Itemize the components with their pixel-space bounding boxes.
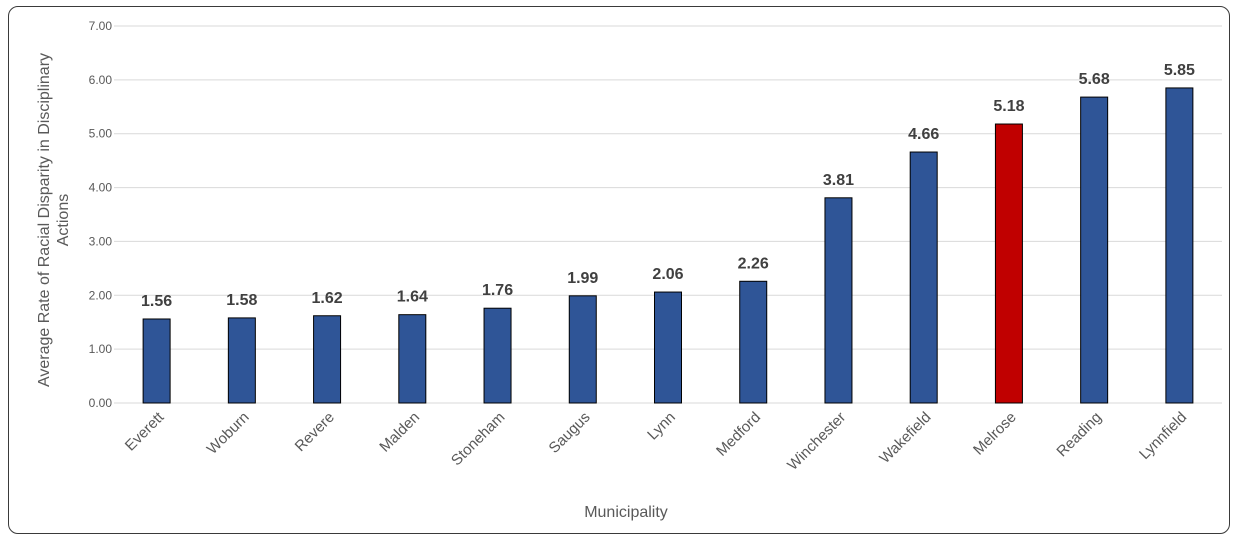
x-axis-title: Municipality xyxy=(584,504,668,521)
x-tick-label: Wakefield xyxy=(876,409,934,467)
x-tick-label: Revere xyxy=(292,409,338,455)
data-label: 1.62 xyxy=(312,290,343,307)
x-tick-label: Lynn xyxy=(644,409,679,444)
y-tick-label: 0.00 xyxy=(89,396,113,410)
gridlines xyxy=(114,25,1222,404)
y-tick-label: 1.00 xyxy=(89,342,113,356)
bar-revere xyxy=(313,315,342,404)
y-axis-title-line-2: Actions xyxy=(55,194,72,246)
y-tick-label: 2.00 xyxy=(89,288,113,302)
bar-woburn xyxy=(227,317,256,404)
bars xyxy=(142,87,1194,404)
bar-lynnfield xyxy=(1165,87,1194,404)
y-tick-label: 7.00 xyxy=(89,19,113,33)
x-tick-label: Lynnfield xyxy=(1136,409,1190,463)
y-axis-title-line-1: Average Rate of Racial Disparity in Disc… xyxy=(36,53,53,387)
y-tick-label: 3.00 xyxy=(89,234,113,248)
bar-everett xyxy=(142,318,171,404)
bar-stoneham xyxy=(483,307,512,404)
x-tick-label: Winchester xyxy=(784,409,849,474)
bar-melrose xyxy=(994,123,1023,404)
bar-wakefield xyxy=(909,151,938,404)
data-label: 4.66 xyxy=(908,126,939,143)
x-tick-label: Woburn xyxy=(204,409,253,458)
x-tick-label: Everett xyxy=(122,408,168,454)
y-tick-label: 6.00 xyxy=(89,73,113,87)
data-label: 3.81 xyxy=(823,172,854,189)
chart-frame xyxy=(8,6,1230,534)
y-tick-label: 4.00 xyxy=(89,181,113,195)
x-tick-label: Medford xyxy=(713,409,764,460)
bar-reading xyxy=(1080,96,1109,404)
data-label: 1.56 xyxy=(141,293,172,310)
data-label: 5.18 xyxy=(993,98,1024,115)
x-tick-label: Saugus xyxy=(546,409,594,457)
bar-medford xyxy=(739,280,768,404)
bar-saugus xyxy=(568,295,597,404)
data-label: 5.68 xyxy=(1079,71,1110,88)
x-tick-label: Malden xyxy=(376,409,423,456)
y-tick-label: 5.00 xyxy=(89,127,113,141)
data-label: 5.85 xyxy=(1164,62,1195,79)
data-label: 2.26 xyxy=(738,255,769,272)
data-label: 1.64 xyxy=(397,289,428,306)
x-tick-label: Reading xyxy=(1053,409,1105,461)
data-label: 2.06 xyxy=(652,266,683,283)
y-axis-ticks: 0.00 1.00 2.00 3.00 4.00 5.00 6.00 7.00 xyxy=(89,19,113,410)
x-tick-label: Stoneham xyxy=(448,409,508,469)
y-axis-title: Average Rate of Racial Disparity in Disc… xyxy=(36,53,72,387)
bar-malden xyxy=(398,314,427,404)
x-tick-label: Melrose xyxy=(970,409,1020,459)
data-label: 1.76 xyxy=(482,282,513,299)
bar-winchester xyxy=(824,197,853,404)
data-labels: 1.56 1.58 1.62 1.64 1.76 1.99 2.06 2.26 3.81 4.66… xyxy=(141,62,1195,310)
data-label: 1.99 xyxy=(567,270,598,287)
x-axis-ticks: Everett Woburn Revere Malden Stoneham Saugus L… xyxy=(122,408,1190,474)
bar-lynn xyxy=(654,291,682,404)
data-label: 1.58 xyxy=(226,292,257,309)
